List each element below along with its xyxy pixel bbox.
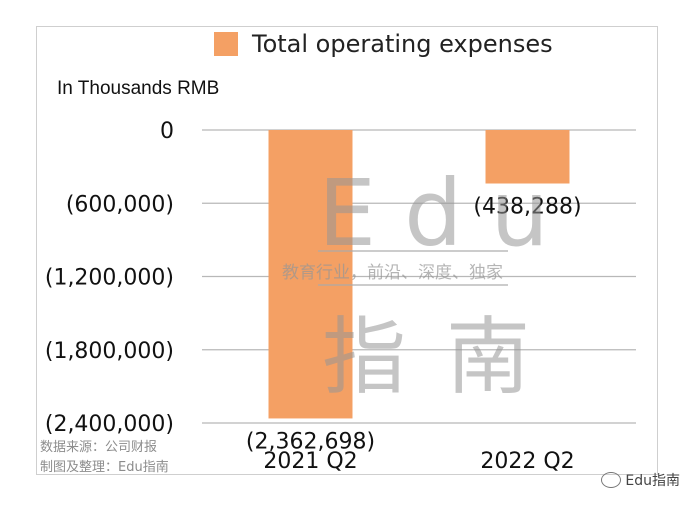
y-tick-label: (1,800,000) [45,339,174,364]
y-tick-label: 0 [160,119,174,144]
source-line-1: 数据来源：公司财报 [40,440,158,455]
legend-label: Total operating expenses [252,30,553,58]
corner-watermark: Edu指南 [601,470,680,490]
watermark-rule-top [318,250,508,252]
x-tick-label: 2021 Q2 [263,449,357,474]
bar [268,130,353,419]
y-tick-label: (2,400,000) [45,412,174,437]
data-label: (2,362,698) [246,429,375,454]
corner-watermark-text: Edu指南 [625,473,680,489]
source-line-2: 制图及整理：Edu指南 [40,460,169,475]
bar [485,130,570,184]
y-tick-label: (600,000) [66,192,174,217]
legend: Total operating expenses [214,28,553,60]
y-axis-unit-label: In Thousands RMB [57,78,220,99]
watermark-name: 指南 [322,308,571,406]
x-tick-label: 2022 Q2 [480,449,574,474]
watermark-rule-bottom [318,284,508,286]
wechat-icon [601,472,622,488]
legend-swatch [214,32,238,56]
data-label: (438,288) [473,195,581,220]
y-tick-label: (1,200,000) [45,266,174,291]
watermark-subtitle: 教育行业，前沿、深度、独家 [282,263,503,283]
watermark-edu: Edu [318,160,577,267]
